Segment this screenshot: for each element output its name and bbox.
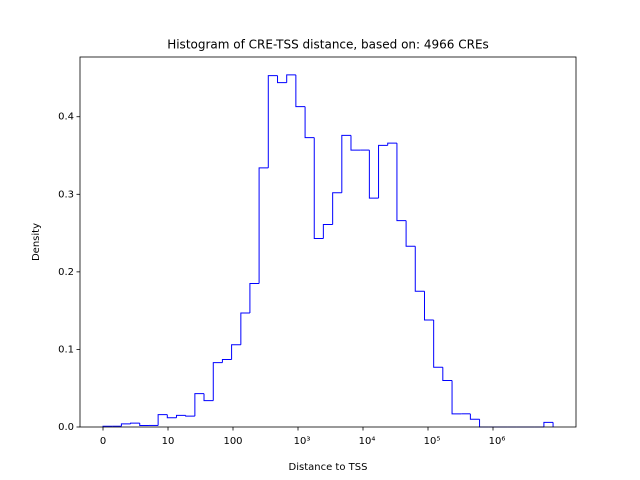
hist-step bbox=[277, 75, 287, 84]
hist-step bbox=[130, 422, 140, 424]
hist-step bbox=[212, 362, 223, 401]
hist-step bbox=[451, 380, 462, 415]
x-tick-label: 10⁶ bbox=[489, 436, 506, 447]
hist-step bbox=[240, 312, 250, 345]
x-axis-label: Distance to TSS bbox=[289, 462, 368, 473]
x-tick-label: 10⁵ bbox=[424, 436, 441, 447]
x-tick-label: 10 bbox=[162, 436, 175, 447]
hist-step bbox=[433, 319, 443, 368]
hist-step bbox=[414, 246, 425, 292]
hist-step bbox=[267, 75, 278, 168]
hist-step bbox=[341, 134, 351, 193]
hist-step bbox=[194, 393, 205, 417]
hist-step bbox=[387, 142, 397, 146]
hist-step bbox=[350, 135, 361, 151]
hist-step bbox=[304, 106, 315, 139]
hist-step bbox=[313, 137, 324, 240]
y-tick-label: 0.4 bbox=[58, 112, 74, 123]
hist-step bbox=[423, 291, 434, 321]
hist-step bbox=[258, 167, 269, 284]
hist-step bbox=[203, 393, 214, 402]
hist-step bbox=[322, 224, 333, 239]
x-tick-label: 0 bbox=[100, 436, 106, 447]
hist-step bbox=[286, 74, 296, 83]
hist-step bbox=[120, 423, 131, 427]
plot-frame bbox=[79, 56, 577, 428]
y-axis-label: Density bbox=[31, 223, 42, 261]
hist-step bbox=[295, 74, 306, 108]
y-tick-label: 0.3 bbox=[58, 189, 74, 200]
chart-title: Histogram of CRE-TSS distance, based on:… bbox=[167, 38, 489, 52]
hist-step bbox=[396, 143, 407, 222]
hist-step bbox=[166, 414, 177, 419]
hist-step bbox=[139, 423, 149, 426]
x-tick-label: 100 bbox=[223, 436, 242, 447]
y-tick-label: 0.1 bbox=[58, 344, 74, 355]
x-tick-label: 10⁴ bbox=[359, 436, 376, 447]
hist-step bbox=[185, 415, 195, 417]
y-tick-label: 0.2 bbox=[58, 267, 74, 278]
hist-step bbox=[543, 421, 554, 427]
hist-step bbox=[221, 359, 232, 363]
y-tick-label: 0.0 bbox=[58, 422, 74, 433]
hist-step bbox=[231, 344, 241, 360]
hist-step bbox=[479, 419, 489, 428]
hist-step bbox=[368, 150, 379, 199]
hist-step bbox=[332, 192, 342, 225]
hist-step bbox=[175, 414, 186, 418]
hist-step bbox=[442, 367, 453, 381]
hist-step bbox=[249, 282, 260, 313]
x-tick-label: 10³ bbox=[294, 436, 311, 447]
hist-step bbox=[405, 220, 416, 247]
hist-step bbox=[157, 414, 168, 426]
hist-step bbox=[469, 413, 480, 420]
hist-step bbox=[378, 144, 388, 199]
